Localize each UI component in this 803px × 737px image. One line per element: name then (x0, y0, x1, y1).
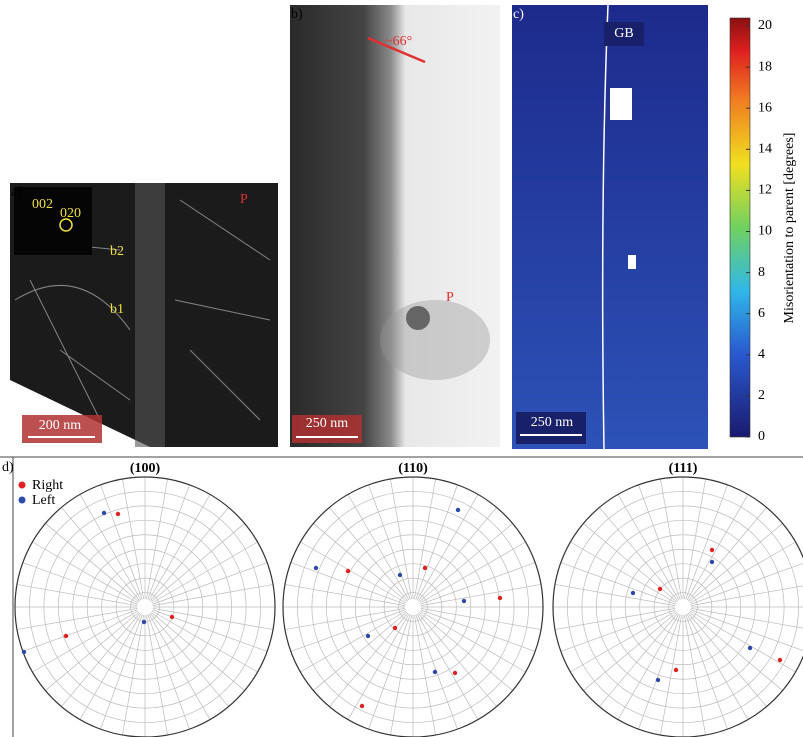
pole-point (170, 615, 174, 619)
panel-a: a) 002 020 b2 b1 P 200 nm (10, 183, 278, 447)
panel-label: b) (291, 7, 303, 22)
orientation-map (512, 5, 708, 449)
pole-point (346, 569, 350, 573)
colorbar-tick-label: 6 (758, 306, 765, 321)
pole-figure (283, 477, 543, 737)
pole-point (453, 671, 457, 675)
tem-image-b (290, 5, 500, 447)
annotation: P (446, 290, 454, 305)
annotation: b2 (110, 244, 124, 259)
colorbar-tick-label: 2 (758, 388, 765, 403)
pole-point (778, 658, 782, 662)
colorbar-tick-label: 20 (758, 18, 772, 33)
colorbar-tick-label: 4 (758, 347, 765, 362)
scale-bar: 250 nm (531, 415, 574, 430)
pole-point (423, 566, 427, 570)
panel-d: d) Right Left (100) (110) (111) (0, 457, 803, 737)
pole-point (710, 548, 714, 552)
angle-label: ~66° (385, 34, 412, 49)
pole-figure-title: (100) (130, 461, 161, 476)
colorbar-tick-label: 8 (758, 265, 765, 280)
pole-point (64, 634, 68, 638)
panel-label: d) (2, 460, 14, 475)
pole-point (748, 646, 752, 650)
pole-point (498, 596, 502, 600)
pole-point (393, 626, 397, 630)
pole-point (462, 599, 466, 603)
pole-point (456, 508, 460, 512)
panel-b: b) ~66° P 250 nm (290, 5, 500, 447)
pole-point (398, 573, 402, 577)
legend-entry: Right (32, 478, 63, 493)
pole-point (631, 591, 635, 595)
legend-entry: Left (32, 493, 55, 508)
pole-point (22, 650, 26, 654)
panel-label: c) (513, 7, 524, 22)
pole-point (116, 512, 120, 516)
pole-figure (553, 477, 803, 737)
scale-bar: 250 nm (306, 416, 349, 431)
pole-point (710, 560, 714, 564)
annotation: GB (614, 26, 633, 41)
figure: a) 002 020 b2 b1 P 200 nm b) ~66° P 250 … (0, 0, 803, 737)
colorbar-tick-label: 16 (758, 100, 772, 115)
pole-figure-title: (110) (398, 461, 428, 476)
pole-point (102, 511, 106, 515)
pole-point (656, 678, 660, 682)
colorbar-tick-label: 0 (758, 429, 765, 444)
pole-figure-title: (111) (669, 461, 698, 476)
colorbar-tick-label: 12 (758, 183, 772, 198)
annotation: P (240, 192, 248, 207)
pole-figure (15, 477, 275, 737)
colorbar (730, 18, 750, 437)
pole-point (674, 668, 678, 672)
pole-point (366, 634, 370, 638)
pole-point (658, 587, 662, 591)
spot-label: 020 (60, 206, 81, 221)
panel-c: c) GB 250 nm Misorientation to parent [d… (512, 5, 797, 449)
colorbar-label: Misorientation to parent [degrees] (782, 133, 797, 324)
scale-bar: 200 nm (39, 418, 82, 433)
colorbar-tick-label: 10 (758, 224, 772, 239)
spot-label: 002 (32, 197, 53, 212)
pole-point (360, 704, 364, 708)
annotation: b1 (110, 302, 124, 317)
panel-label: a) (11, 185, 22, 200)
colorbar-tick-label: 18 (758, 59, 772, 74)
colorbar-tick-label: 14 (758, 142, 772, 157)
pole-point (314, 566, 318, 570)
pole-point (142, 620, 146, 624)
pole-point (433, 670, 437, 674)
